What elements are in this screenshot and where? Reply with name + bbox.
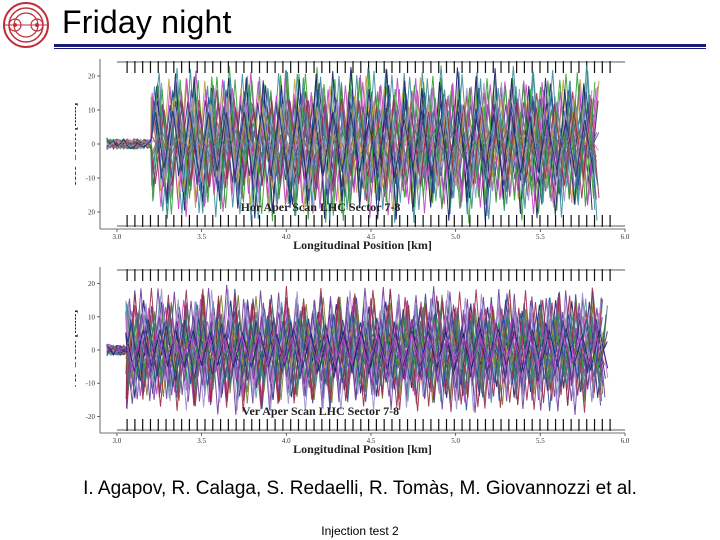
x-tick-label: 5.5 — [536, 437, 545, 445]
x-tick-label: 5.0 — [451, 233, 460, 241]
orbit-trace — [106, 328, 609, 373]
chart-title: Ver Aper Scan LHC Sector 7-8 — [242, 404, 399, 418]
orbit-trace — [106, 312, 604, 388]
lhc-logo-icon — [3, 2, 49, 48]
y-axis-label: Hor Orbit [mm] — [75, 102, 79, 185]
title-rule — [54, 44, 706, 47]
x-tick-label: 5.5 — [536, 233, 545, 241]
y-tick-label: 10 — [88, 313, 96, 321]
orbit-traces — [106, 284, 609, 416]
y-tick-label: 20 — [88, 73, 96, 81]
slide-title: Friday night — [62, 4, 232, 40]
aperture-elements — [116, 269, 625, 431]
x-axis-label: Longitudinal Position [km] — [293, 238, 432, 252]
orbit-trace — [106, 332, 606, 368]
orbit-trace — [106, 127, 598, 160]
y-tick-label: 10 — [88, 107, 96, 115]
ver-aper-scan-chart: 20 10 0 -10 -20 3.0 3.5 4.0 4.5 5.0 5.5 6.0 Longitud… — [75, 267, 630, 455]
x-tick-label: 4.5 — [367, 437, 376, 445]
x-tick-label: 3.5 — [197, 437, 206, 445]
x-tick-label: 6.0 — [621, 437, 630, 445]
chart-title: Hor Aper Scan LHC Sector 7-8 — [241, 200, 401, 214]
orbit-traces — [106, 65, 600, 224]
aperture-elements — [116, 61, 625, 227]
x-axis-label: Longitudinal Position [km] — [293, 442, 432, 455]
aperture-scan-figure: 20 10 0 -10 20 3.0 3.5 4.0 4.5 5.0 5.5 6.0 Longitudi… — [75, 59, 630, 455]
y-tick-label: -10 — [86, 175, 96, 183]
title-rule-thin — [54, 48, 706, 49]
y-axis-label: Ver Orbit [mm] — [75, 310, 79, 391]
y-tick-label: 20 — [88, 280, 96, 288]
y-tick-label: 20 — [88, 209, 96, 217]
x-tick-label: 3.0 — [113, 437, 122, 445]
x-tick-label: 6.0 — [621, 233, 630, 241]
x-tick-label: 4.0 — [282, 233, 291, 241]
x-tick-label: 4.0 — [282, 437, 291, 445]
hor-aper-scan-chart: 20 10 0 -10 20 3.0 3.5 4.0 4.5 5.0 5.5 6.0 Longitudi… — [75, 59, 630, 252]
y-tick-label: -20 — [86, 413, 96, 421]
authors-line: I. Agapov, R. Calaga, S. Redaelli, R. To… — [83, 478, 637, 499]
orbit-trace — [106, 109, 594, 179]
y-tick-label: -10 — [86, 380, 96, 388]
x-tick-label: 3.0 — [113, 233, 122, 241]
footer-text: Injection test 2 — [321, 524, 399, 538]
y-tick-label: 0 — [92, 141, 96, 149]
x-tick-label: 3.5 — [197, 233, 206, 241]
y-tick-label: 0 — [92, 347, 96, 355]
x-tick-label: 4.5 — [367, 233, 376, 241]
x-tick-label: 5.0 — [451, 437, 460, 445]
